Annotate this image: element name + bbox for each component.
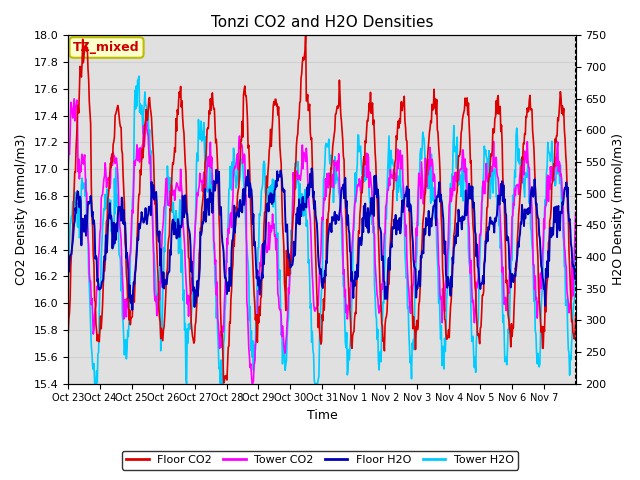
- Line: Floor H2O: Floor H2O: [68, 168, 575, 310]
- Floor H2O: [129, 307, 136, 313]
- Tower CO2: [70, 96, 78, 102]
- Line: Floor CO2: Floor CO2: [68, 33, 575, 383]
- Floor CO2: [220, 380, 227, 386]
- Floor CO2: [375, 255, 383, 261]
- Tower CO2: [248, 381, 256, 386]
- Floor H2O: [572, 276, 579, 282]
- Tower H2O: [125, 334, 132, 339]
- Tower CO2: [263, 249, 271, 255]
- Floor H2O: [375, 224, 383, 229]
- Line: Tower CO2: Tower CO2: [68, 99, 575, 384]
- Tower CO2: [375, 310, 383, 316]
- Floor H2O: [64, 257, 72, 263]
- Floor CO2: [64, 331, 72, 337]
- Tower CO2: [572, 209, 579, 215]
- Y-axis label: H2O Density (mmol/m3): H2O Density (mmol/m3): [612, 133, 625, 286]
- Floor H2O: [308, 166, 316, 171]
- Floor H2O: [124, 259, 132, 265]
- Tower H2O: [218, 381, 226, 386]
- Floor H2O: [404, 204, 412, 210]
- X-axis label: Time: Time: [307, 409, 337, 422]
- Tower CO2: [243, 298, 251, 304]
- Floor CO2: [124, 297, 132, 303]
- Text: TZ_mixed: TZ_mixed: [73, 41, 140, 54]
- Tower H2O: [135, 73, 143, 79]
- Floor CO2: [262, 190, 270, 195]
- Tower H2O: [64, 294, 72, 300]
- Line: Tower H2O: Tower H2O: [68, 76, 575, 384]
- Floor CO2: [302, 30, 310, 36]
- Tower CO2: [125, 289, 132, 295]
- Tower H2O: [375, 367, 383, 373]
- Y-axis label: CO2 Density (mmol/m3): CO2 Density (mmol/m3): [15, 134, 28, 285]
- Floor CO2: [572, 312, 579, 318]
- Tower H2O: [572, 235, 579, 240]
- Floor CO2: [404, 159, 412, 165]
- Floor H2O: [218, 228, 225, 234]
- Tower H2O: [91, 381, 99, 386]
- Legend: Floor CO2, Tower CO2, Floor H2O, Tower H2O: Floor CO2, Tower CO2, Floor H2O, Tower H…: [122, 451, 518, 469]
- Floor H2O: [243, 174, 251, 180]
- Floor H2O: [262, 222, 270, 228]
- Tower CO2: [218, 344, 225, 350]
- Tower H2O: [404, 306, 412, 312]
- Floor CO2: [243, 101, 251, 107]
- Tower CO2: [64, 162, 72, 168]
- Tower H2O: [263, 175, 271, 180]
- Floor CO2: [217, 321, 225, 326]
- Tower H2O: [244, 253, 252, 259]
- Tower CO2: [404, 270, 412, 276]
- Title: Tonzi CO2 and H2O Densities: Tonzi CO2 and H2O Densities: [211, 15, 433, 30]
